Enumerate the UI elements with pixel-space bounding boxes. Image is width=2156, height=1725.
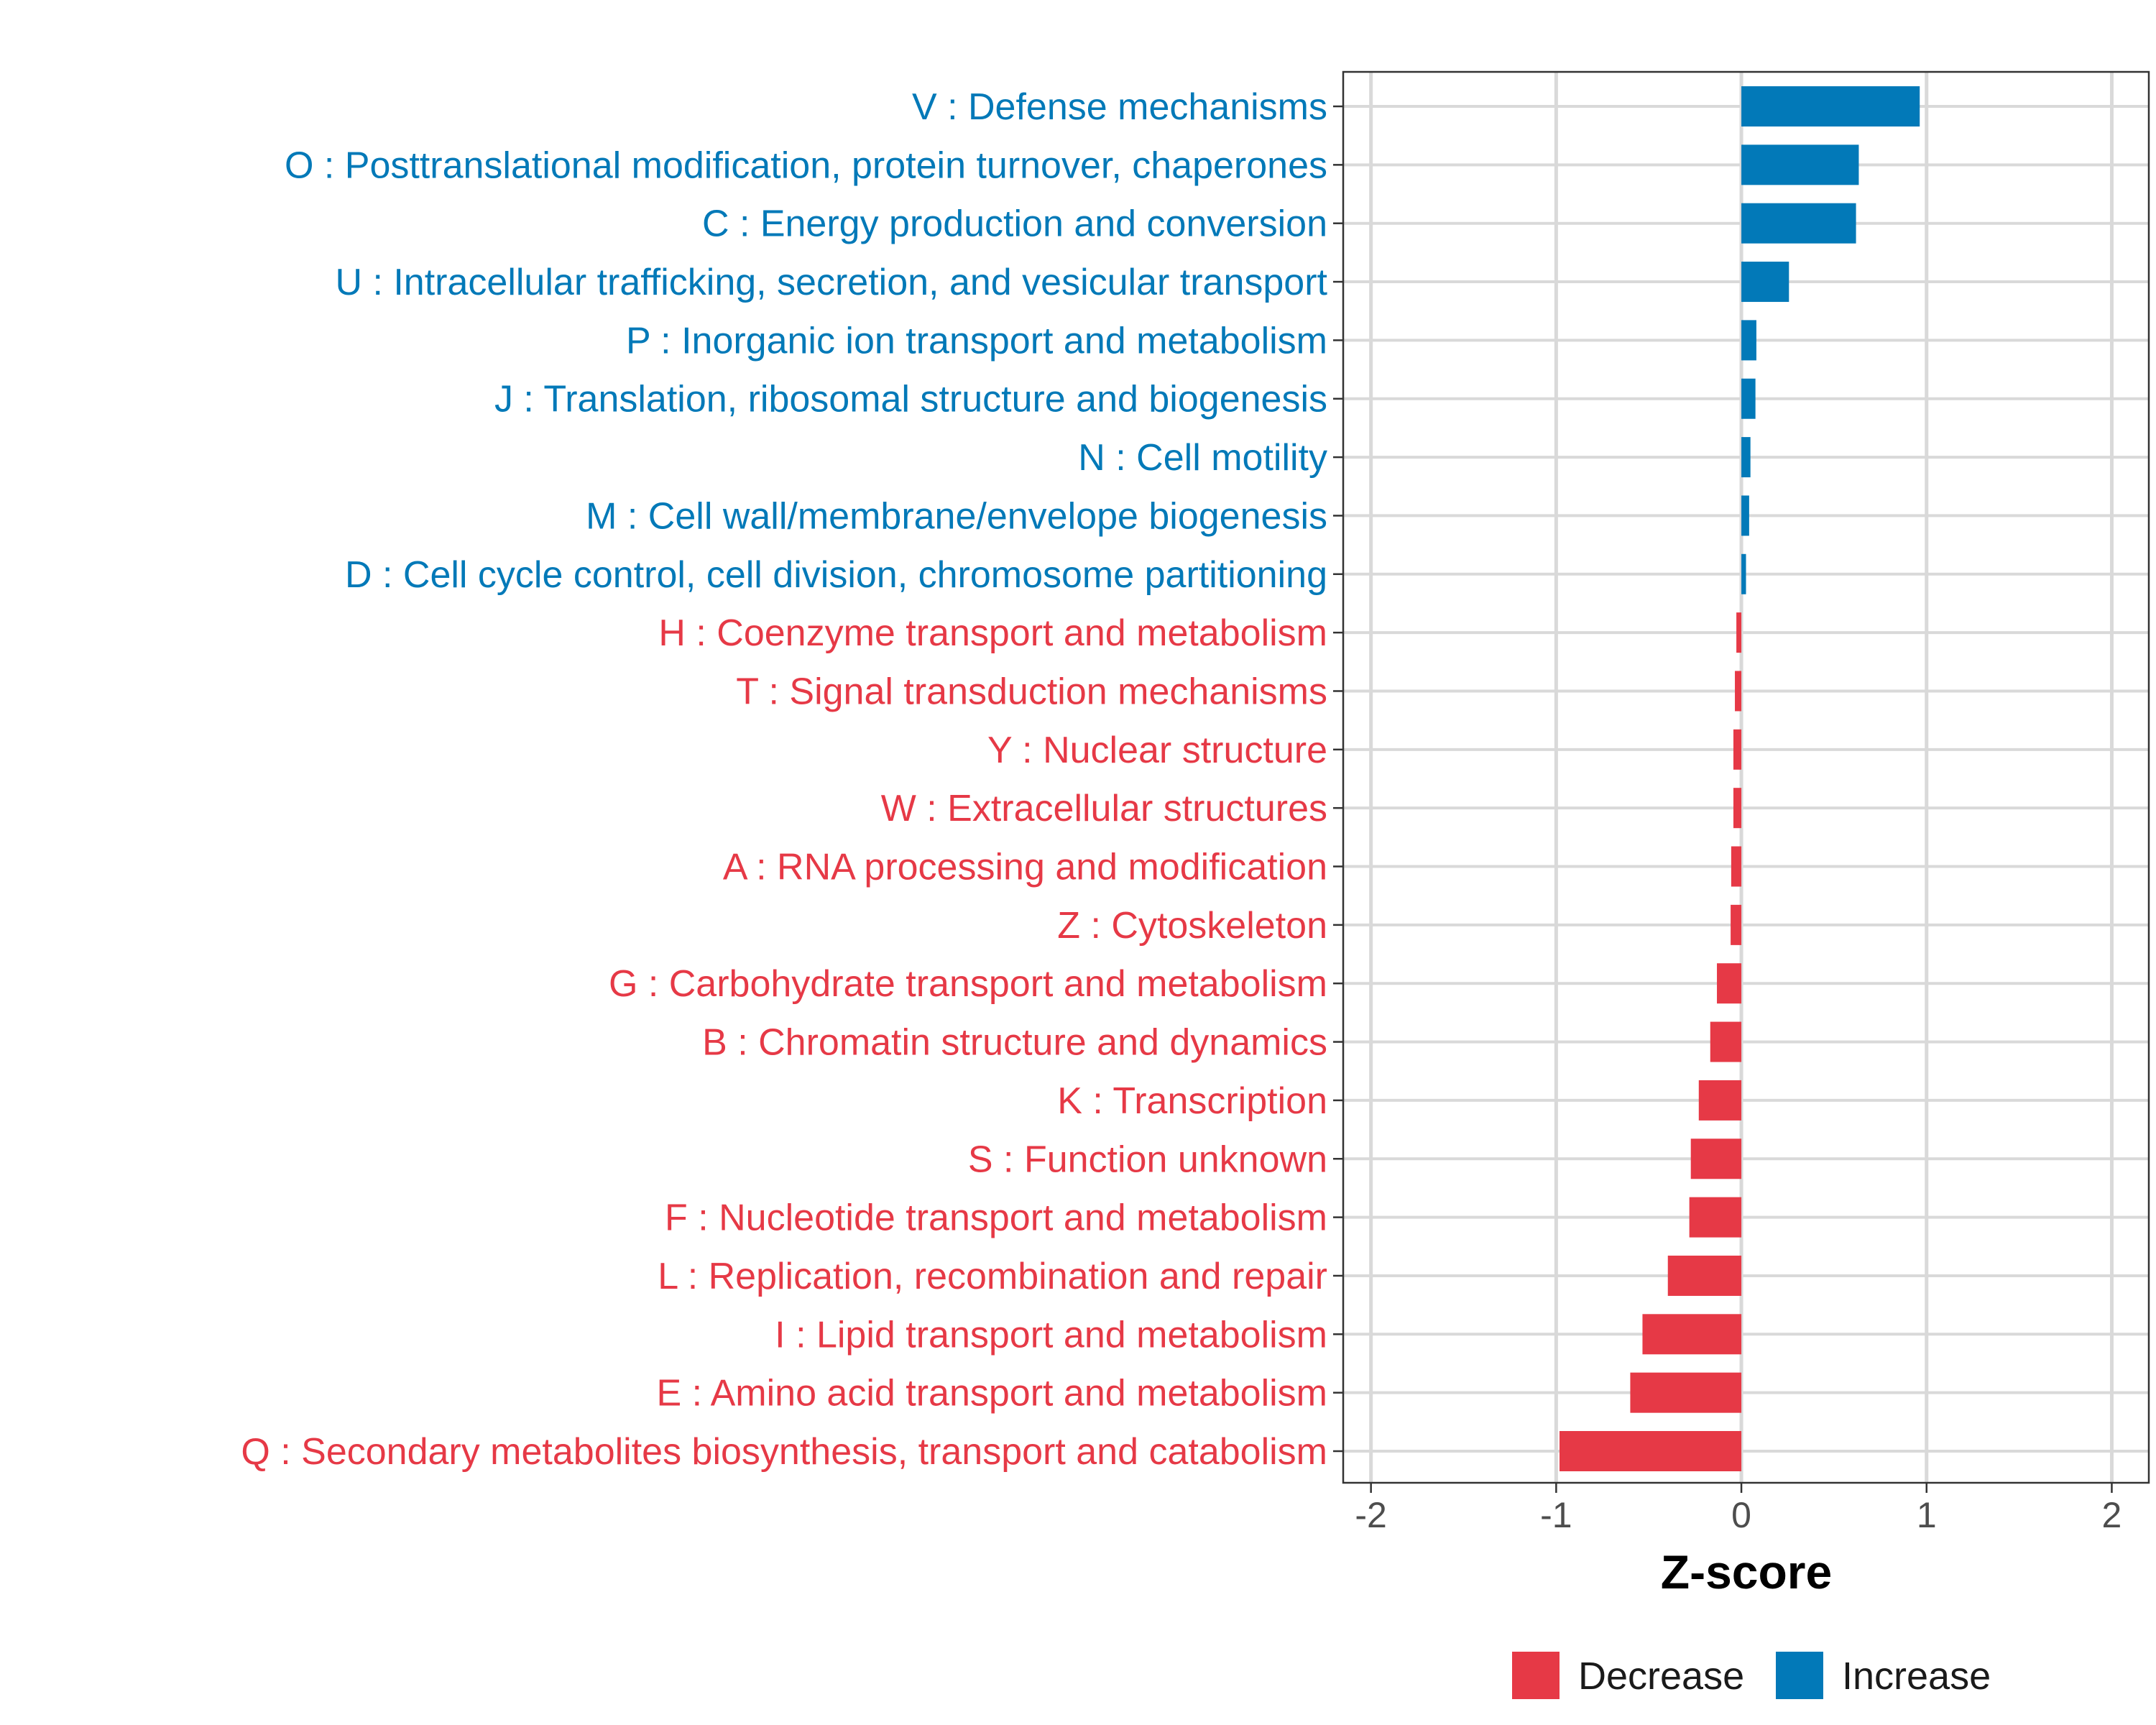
category-label: J : Translation, ribosomal structure and… (494, 379, 1327, 420)
bar-increase (1741, 378, 1756, 419)
category-label: K : Transcription (1057, 1080, 1327, 1122)
category-label: Y : Nuclear structure (987, 730, 1327, 771)
bar-decrease (1667, 1255, 1742, 1296)
bar-increase (1741, 262, 1789, 303)
category-label: W : Extracellular structures (881, 788, 1327, 829)
category-label: O : Posttranslational modification, prot… (285, 144, 1327, 186)
category-label: M : Cell wall/membrane/envelope biogenes… (586, 495, 1327, 537)
category-label: B : Chromatin structure and dynamics (702, 1022, 1327, 1064)
bar-decrease (1735, 671, 1742, 712)
bar-increase (1741, 437, 1751, 478)
bar-increase (1741, 144, 1859, 185)
category-label: A : RNA processing and modification (723, 847, 1327, 888)
category-label: N : Cell motility (1078, 437, 1327, 479)
category-label: Q : Secondary metabolites biosynthesis, … (241, 1431, 1327, 1473)
plot-panel-border (1342, 70, 2150, 1484)
x-axis-ticks: -2 -1 0 1 2 (1355, 1483, 2122, 1535)
category-label: P : Inorganic ion transport and metaboli… (626, 320, 1327, 362)
bar-increase (1741, 553, 1746, 594)
bar-decrease (1731, 904, 1742, 945)
legend: Decrease Increase (1512, 1652, 1991, 1699)
bar-decrease (1731, 846, 1742, 887)
category-label: Z : Cytoskeleton (1057, 905, 1327, 947)
bar-decrease (1710, 1021, 1742, 1062)
category-label: C : Energy production and conversion (702, 203, 1327, 245)
category-label: H : Coenzyme transport and metabolism (658, 612, 1327, 654)
bar-decrease (1733, 729, 1742, 770)
category-labels: V : Defense mechanisms O : Posttranslatio… (241, 86, 1343, 1473)
bar-increase (1741, 320, 1756, 361)
category-label: I : Lipid transport and metabolism (775, 1314, 1327, 1356)
category-label: L : Replication, recombination and repai… (658, 1256, 1327, 1297)
x-tick-label: -2 (1355, 1495, 1386, 1535)
category-label: U : Intracellular trafficking, secretion… (335, 262, 1327, 303)
x-tick-label: 2 (2102, 1495, 2122, 1535)
legend-label-decrease: Decrease (1578, 1655, 1744, 1698)
x-tick-label: -1 (1540, 1495, 1572, 1535)
x-tick-label: 0 (1731, 1495, 1751, 1535)
bar-decrease (1642, 1314, 1742, 1355)
bar-decrease (1690, 1138, 1742, 1179)
legend-label-increase: Increase (1842, 1655, 1991, 1698)
bar-decrease (1689, 1197, 1742, 1238)
legend-key-decrease (1512, 1652, 1560, 1699)
bars (1559, 86, 1920, 1471)
category-label: V : Defense mechanisms (912, 86, 1327, 128)
category-label: T : Signal transduction mechanisms (736, 671, 1327, 712)
bar-decrease (1717, 963, 1742, 1004)
x-tick-label: 1 (1917, 1495, 1937, 1535)
category-label: S : Function unknown (968, 1138, 1327, 1180)
category-label: D : Cell cycle control, cell division, c… (345, 554, 1327, 596)
category-label: E : Amino acid transport and metabolism (656, 1373, 1327, 1414)
bar-decrease (1733, 788, 1742, 829)
bar-increase (1741, 203, 1856, 244)
bar-increase (1741, 86, 1920, 126)
bar-decrease (1698, 1080, 1742, 1121)
x-axis-title: Z-score (1661, 1545, 1832, 1598)
category-label: F : Nucleotide transport and metabolism (665, 1197, 1327, 1239)
legend-key-increase (1776, 1652, 1823, 1699)
category-label: G : Carbohydrate transport and metabolis… (609, 963, 1327, 1005)
bar-decrease (1736, 612, 1742, 653)
bar-decrease (1630, 1372, 1742, 1413)
bar-decrease (1559, 1431, 1742, 1471)
bar-increase (1741, 495, 1749, 536)
